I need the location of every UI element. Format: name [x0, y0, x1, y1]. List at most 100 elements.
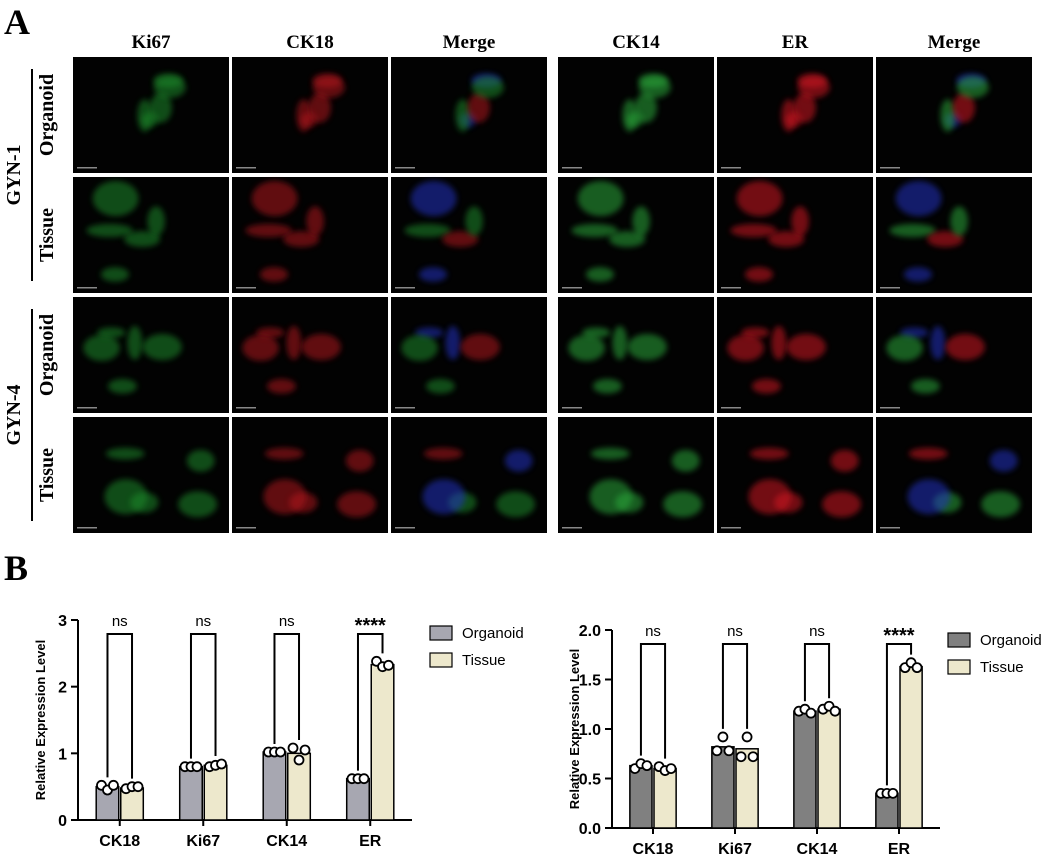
- stain: [793, 92, 816, 123]
- significance-label: ns: [645, 623, 661, 640]
- stain: [895, 180, 942, 217]
- stain: [952, 92, 975, 123]
- stain: [455, 99, 471, 132]
- x-tick-label: CK14: [797, 841, 838, 856]
- stain: [751, 378, 781, 394]
- group-label: GYN-4: [3, 384, 25, 445]
- scale-bar: [880, 167, 900, 169]
- stain: [950, 206, 968, 237]
- stain: [149, 92, 172, 123]
- stain: [153, 76, 186, 99]
- stain: [609, 231, 646, 248]
- data-point: [911, 662, 923, 674]
- stain: [663, 491, 703, 518]
- data-point: [108, 779, 119, 791]
- bar: [178, 765, 204, 821]
- stain: [442, 231, 479, 248]
- y-tick-label: 0.5: [579, 772, 601, 789]
- image-grid: Ki67 CK18 Merge CK14 ER Merge GYN-1 Organoid Tis…: [3, 32, 1032, 533]
- stain: [422, 479, 466, 515]
- scale-bar: [880, 527, 900, 529]
- x-tick-label: ER: [359, 833, 382, 850]
- stain: [577, 180, 624, 217]
- stain: [945, 333, 985, 361]
- significance-label: ****: [883, 625, 914, 647]
- legend-swatch: [947, 659, 971, 675]
- significance-bracket: [189, 633, 217, 759]
- scale-bar: [562, 527, 582, 529]
- scale-bar: [77, 287, 97, 289]
- scale-bar: [236, 527, 256, 529]
- stain: [786, 333, 826, 361]
- stain: [592, 378, 622, 394]
- stain: [105, 447, 145, 460]
- stain: [627, 333, 667, 361]
- stain: [401, 334, 438, 361]
- significance-label: ****: [355, 615, 386, 637]
- stain: [259, 267, 289, 282]
- stain: [908, 447, 948, 460]
- bar: [629, 764, 653, 829]
- stain: [425, 378, 455, 394]
- significance-bracket: [273, 633, 301, 744]
- scale-bar: [236, 407, 256, 409]
- data-point: [216, 758, 227, 770]
- data-point: [358, 773, 370, 785]
- stain: [137, 99, 153, 132]
- data-point: [723, 745, 735, 757]
- x-tick-label: ER: [888, 841, 911, 856]
- stain: [467, 92, 490, 123]
- stain: [345, 449, 374, 472]
- scale-bar: [562, 407, 582, 409]
- data-point: [711, 745, 723, 757]
- stain: [727, 334, 764, 361]
- stain: [404, 223, 451, 238]
- significance-bracket: [356, 633, 384, 771]
- stain: [266, 378, 296, 394]
- data-point: [735, 751, 747, 763]
- bar: [711, 746, 735, 829]
- stain: [83, 334, 120, 361]
- stain: [981, 491, 1021, 518]
- stain: [736, 180, 783, 217]
- stain: [301, 333, 341, 361]
- y-tick-label: 1.0: [579, 722, 601, 739]
- y-tick-label: 2: [58, 680, 67, 697]
- y-tick-label: 2.0: [579, 623, 601, 640]
- bar: [817, 708, 841, 829]
- stain: [124, 231, 161, 248]
- legend-label: Organoid: [462, 625, 524, 642]
- row-label: Organoid: [36, 314, 58, 396]
- y-tick-label: 0.0: [579, 821, 601, 838]
- bar: [793, 710, 817, 829]
- stain: [671, 449, 700, 472]
- data-point: [293, 754, 305, 766]
- stain: [830, 449, 859, 472]
- stain: [312, 76, 345, 99]
- scale-bar: [395, 287, 415, 289]
- stain: [100, 267, 130, 282]
- stain: [791, 206, 809, 237]
- significance-bracket: [885, 643, 913, 786]
- row-label: Tissue: [36, 208, 58, 262]
- data-point: [275, 746, 286, 758]
- bar: [262, 751, 287, 821]
- stain: [903, 267, 933, 282]
- data-point: [741, 731, 753, 743]
- significance-label: ns: [112, 613, 128, 630]
- significance-label: ns: [195, 613, 211, 630]
- stain: [910, 378, 940, 394]
- stain: [104, 479, 148, 515]
- bar: [899, 665, 923, 829]
- stain: [245, 223, 292, 238]
- stain: [142, 333, 182, 361]
- stain: [283, 231, 320, 248]
- legend-swatch: [429, 625, 453, 641]
- scale-bar: [721, 407, 741, 409]
- significance-bracket: [106, 633, 134, 779]
- x-tick-label: CK18: [633, 841, 674, 856]
- stain: [418, 267, 448, 282]
- stain: [107, 378, 137, 394]
- stain: [286, 325, 302, 360]
